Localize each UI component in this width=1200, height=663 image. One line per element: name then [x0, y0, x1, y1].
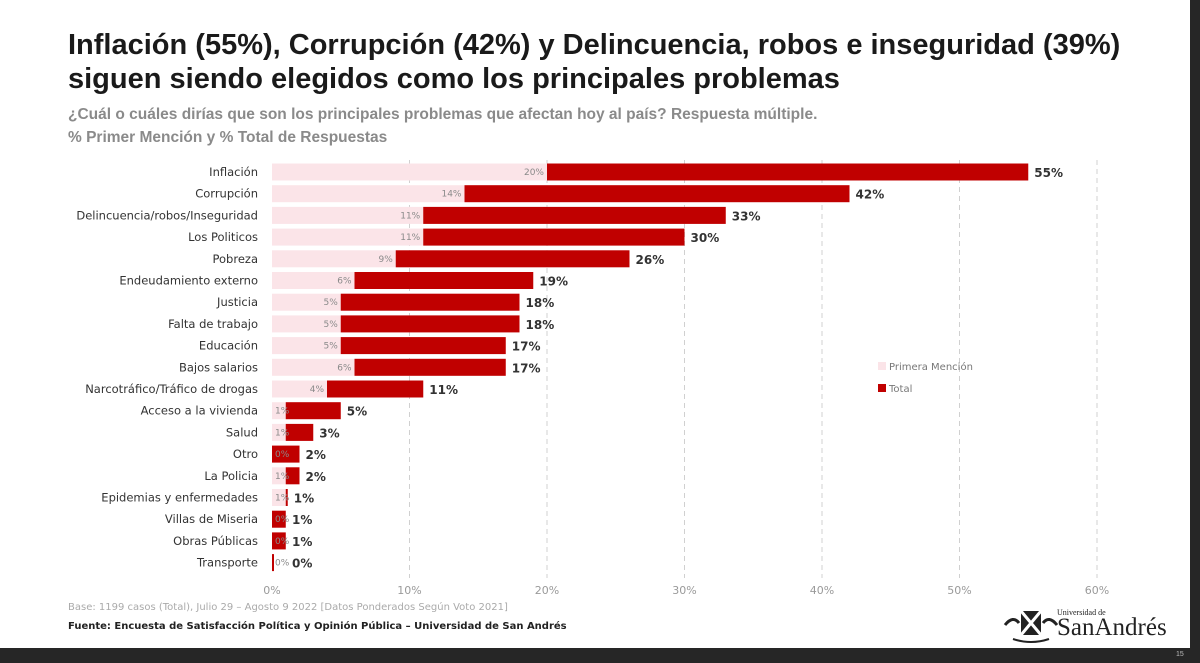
total-label: 26%	[636, 253, 665, 267]
bar-total	[354, 272, 534, 289]
university-crest-logo	[1003, 610, 1059, 643]
total-label: 55%	[1034, 166, 1063, 180]
measure-subtitle: % Primer Mención y % Total de Respuestas	[68, 129, 388, 146]
bar-total	[285, 402, 341, 420]
x-tick-label: 50%	[947, 584, 971, 597]
category-label: Villas de Miseria	[165, 512, 258, 526]
page-number: 15	[1176, 651, 1184, 658]
primera-mencion-label: 0%	[275, 537, 290, 547]
total-label: 2%	[306, 470, 326, 484]
source-note: Fuente: Encuesta de Satisfacción Polític…	[68, 621, 567, 632]
bar-total	[272, 532, 286, 550]
bar-total	[285, 467, 300, 485]
category-label: Bajos salarios	[179, 360, 258, 374]
total-label: 3%	[319, 426, 339, 440]
x-tick-label: 60%	[1085, 584, 1109, 597]
total-label: 33%	[732, 209, 761, 223]
primera-mencion-label: 14%	[441, 190, 461, 200]
primera-mencion-label: 11%	[400, 233, 420, 243]
category-label: Pobreza	[213, 252, 259, 266]
primera-mencion-label: 1%	[275, 407, 290, 417]
bar-total	[340, 337, 506, 355]
category-label: Los Politicos	[188, 230, 258, 244]
total-label: 1%	[294, 492, 314, 506]
bar-total	[285, 423, 314, 441]
question-subtitle: ¿Cuál o cuáles dirías que son los princi…	[68, 106, 818, 123]
logo-text-big: SanAndrés	[1057, 614, 1167, 641]
primera-mencion-label: 20%	[524, 168, 544, 178]
bar-chart: 0% 10% 20% 30% 40% 50% 60% Inflación 20% 55% Corru…	[76, 160, 1109, 597]
legend-swatch-primera	[878, 362, 886, 370]
category-label: Corrupción	[195, 187, 258, 201]
bar-total	[547, 163, 1029, 181]
category-label: Salud	[226, 425, 258, 439]
base-note: Base: 1199 casos (Total), Julio 29 – Ago…	[68, 602, 508, 613]
bar-total	[272, 510, 286, 528]
bar-total	[423, 206, 726, 224]
category-label: La Policia	[204, 469, 258, 483]
total-label: 0%	[292, 557, 312, 571]
primera-mencion-label: 5%	[323, 320, 338, 330]
total-label: 11%	[429, 383, 458, 397]
bar-total	[327, 380, 424, 398]
primera-mencion-label: 4%	[310, 385, 325, 395]
category-label: Inflación	[209, 165, 258, 179]
bar-total	[395, 250, 630, 268]
category-label: Endeudamiento externo	[119, 274, 258, 288]
category-label: Acceso a la vivienda	[141, 404, 258, 418]
category-label: Otro	[233, 447, 258, 461]
category-label: Delincuencia/robos/Inseguridad	[76, 208, 258, 222]
primera-mencion-label: 1%	[275, 472, 290, 482]
x-tick-label: 20%	[535, 584, 559, 597]
category-label: Falta de trabajo	[168, 317, 258, 331]
legend-label-total: Total	[888, 384, 912, 395]
category-label: Epidemias y enfermedades	[101, 491, 258, 505]
bar-total	[285, 489, 288, 506]
primera-mencion-label: 0%	[275, 515, 290, 525]
total-label: 18%	[526, 296, 555, 310]
total-label: 1%	[292, 535, 312, 549]
category-label: Obras Públicas	[173, 534, 258, 548]
total-label: 1%	[292, 513, 312, 527]
x-tick-label: 0%	[263, 584, 280, 597]
bar-total	[272, 445, 300, 463]
bar-total	[354, 358, 506, 376]
bar-total	[340, 293, 520, 311]
category-label: Educación	[199, 339, 258, 353]
primera-mencion-label: 5%	[323, 342, 338, 352]
bar-total	[464, 185, 850, 203]
bar-total	[423, 228, 685, 246]
primera-mencion-label: 1%	[275, 494, 290, 504]
x-tick-label: 10%	[397, 584, 421, 597]
primera-mencion-label: 0%	[275, 559, 290, 569]
bar-primera-mencion	[272, 489, 286, 506]
total-label: 17%	[512, 361, 541, 375]
slide-title: Inflación (55%), Corrupción (42%) y Deli…	[68, 29, 1121, 95]
legend-swatch-total	[878, 384, 886, 392]
total-label: 19%	[539, 275, 568, 289]
category-label: Justicia	[216, 295, 258, 309]
x-tick-label: 30%	[672, 584, 696, 597]
logo-text-small: Universidad de	[1057, 608, 1106, 617]
primera-mencion-label: 1%	[275, 428, 290, 438]
total-label: 5%	[347, 405, 367, 419]
total-label: 18%	[526, 318, 555, 332]
total-label: 42%	[856, 188, 885, 202]
legend-label-primera: Primera Mención	[889, 361, 973, 373]
category-label: Transporte	[196, 556, 258, 570]
x-tick-label: 40%	[810, 584, 834, 597]
slide: Inflación (55%), Corrupción (42%) y Deli…	[0, 0, 1190, 648]
total-label: 2%	[306, 448, 326, 462]
total-label: 17%	[512, 340, 541, 354]
primera-mencion-label: 9%	[378, 255, 393, 265]
total-label: 30%	[691, 231, 720, 245]
primera-mencion-label: 11%	[400, 211, 420, 221]
bar-total	[272, 554, 274, 572]
category-label: Narcotráfico/Tráfico de drogas	[85, 382, 258, 396]
primera-mencion-label: 6%	[337, 363, 352, 373]
primera-mencion-label: 0%	[275, 450, 290, 460]
bar-total	[340, 315, 520, 333]
primera-mencion-label: 6%	[337, 277, 352, 287]
primera-mencion-label: 5%	[323, 298, 338, 308]
